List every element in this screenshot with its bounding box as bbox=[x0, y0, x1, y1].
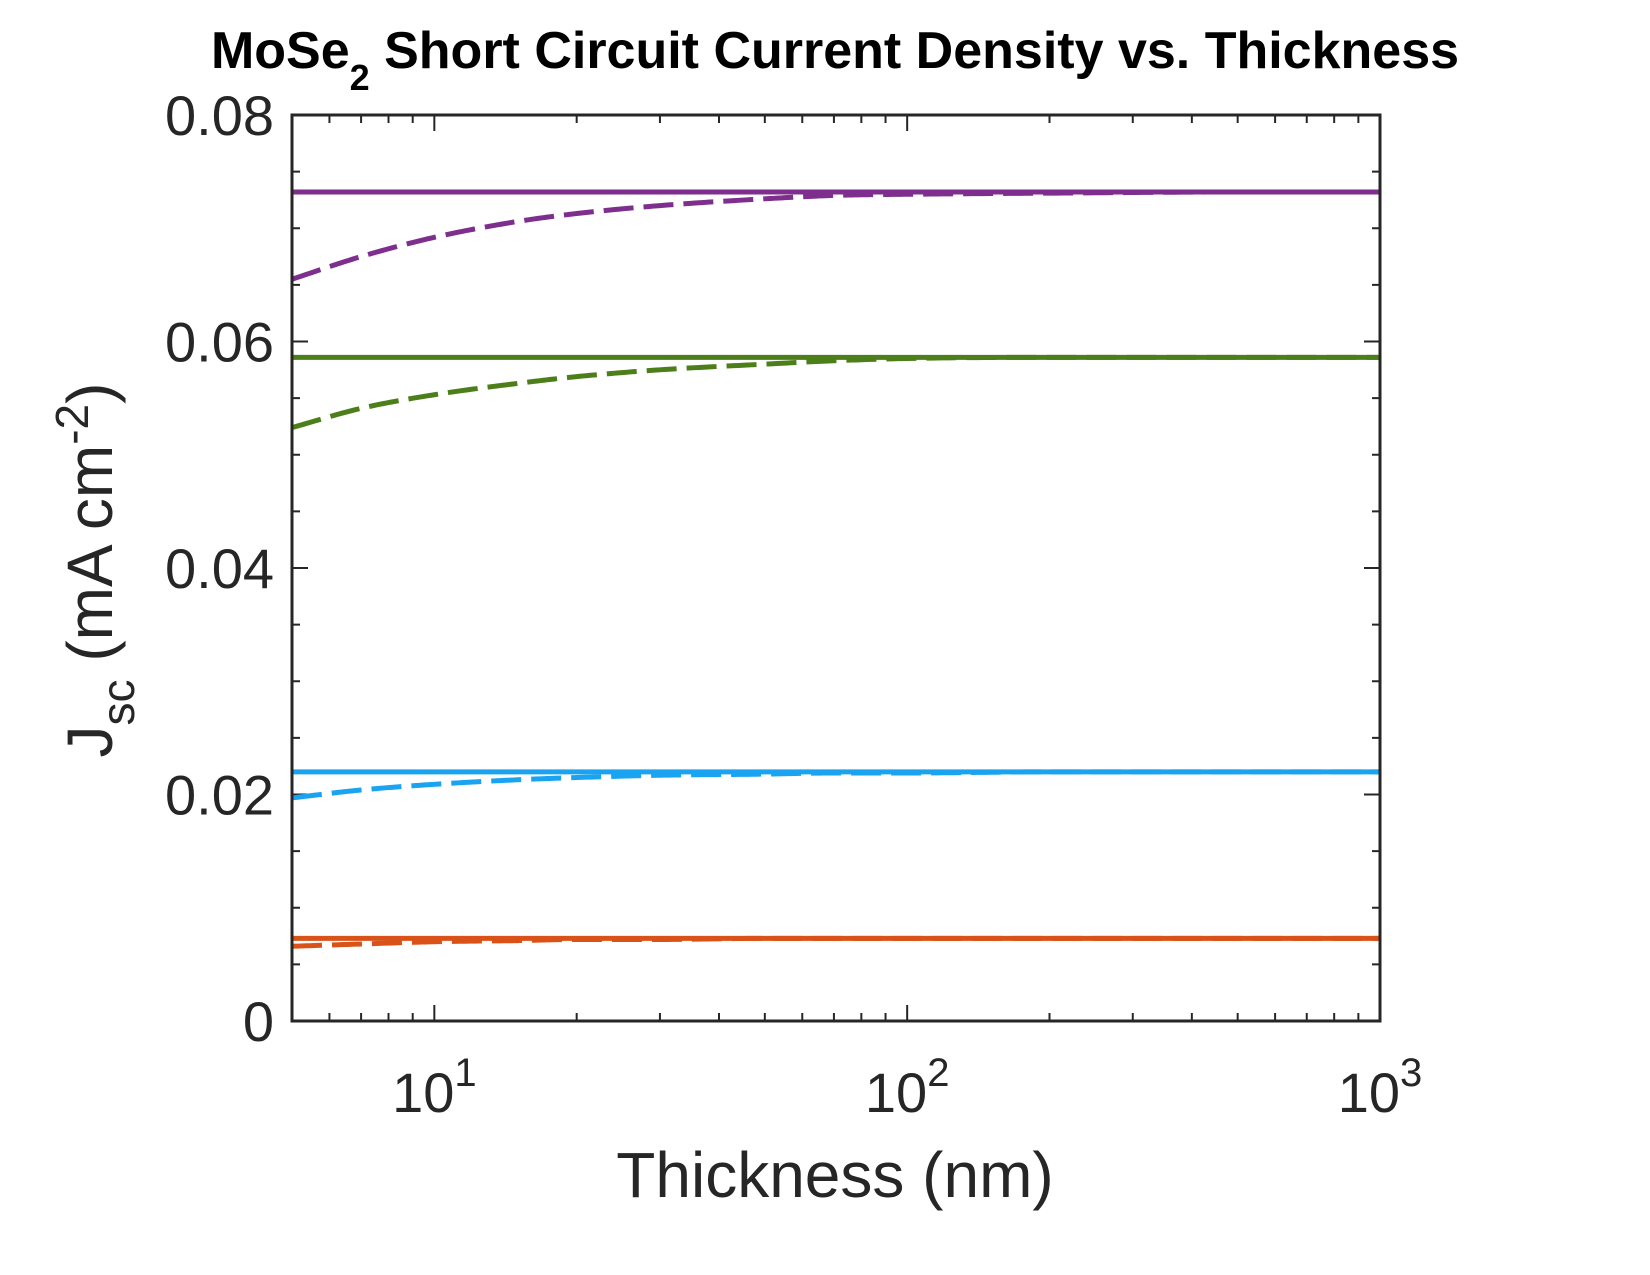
chart-title-main: MoSe bbox=[211, 22, 350, 80]
series-line-dashed bbox=[291, 769, 1380, 801]
y-tick-label: 0.02 bbox=[165, 764, 274, 827]
x-tick-label: 102 bbox=[865, 1051, 950, 1124]
y-axis-label-main: J bbox=[54, 725, 126, 757]
series-line-dashed bbox=[291, 189, 1380, 282]
y-tick-label: 0.04 bbox=[165, 537, 274, 600]
chart-title-subscript: 2 bbox=[350, 57, 370, 98]
series-group bbox=[291, 189, 1380, 949]
x-tick-labels: 101 102 103 bbox=[392, 1051, 1422, 1124]
y-axis-label-units: (mA cm bbox=[54, 445, 126, 680]
y-axis-label-superscript: -2 bbox=[46, 404, 98, 445]
series-line-dashed bbox=[291, 354, 1380, 430]
y-tick-label: 0 bbox=[243, 990, 274, 1053]
y-axis-label-subscript: sc bbox=[92, 679, 144, 725]
plot-area bbox=[292, 115, 1380, 1021]
series-line-dashed bbox=[291, 935, 1380, 949]
y-axis-label: Jsc (mA cm-2) bbox=[46, 383, 144, 758]
chart-title: MoSe2 Short Circuit Current Density vs. … bbox=[211, 22, 1459, 98]
y-tick-label: 0.06 bbox=[165, 311, 274, 374]
chart-title-rest: Short Circuit Current Density vs. Thickn… bbox=[370, 22, 1459, 80]
x-tick-label: 101 bbox=[392, 1051, 477, 1124]
y-axis-label-close: ) bbox=[54, 383, 126, 404]
x-tick-label: 103 bbox=[1338, 1051, 1423, 1124]
y-tick-label: 0.08 bbox=[165, 84, 274, 147]
y-tick-labels: 0 0.02 0.04 0.06 0.08 bbox=[165, 84, 274, 1053]
x-axis-label: Thickness (nm) bbox=[616, 1139, 1053, 1211]
plot-box bbox=[290, 113, 1382, 1023]
